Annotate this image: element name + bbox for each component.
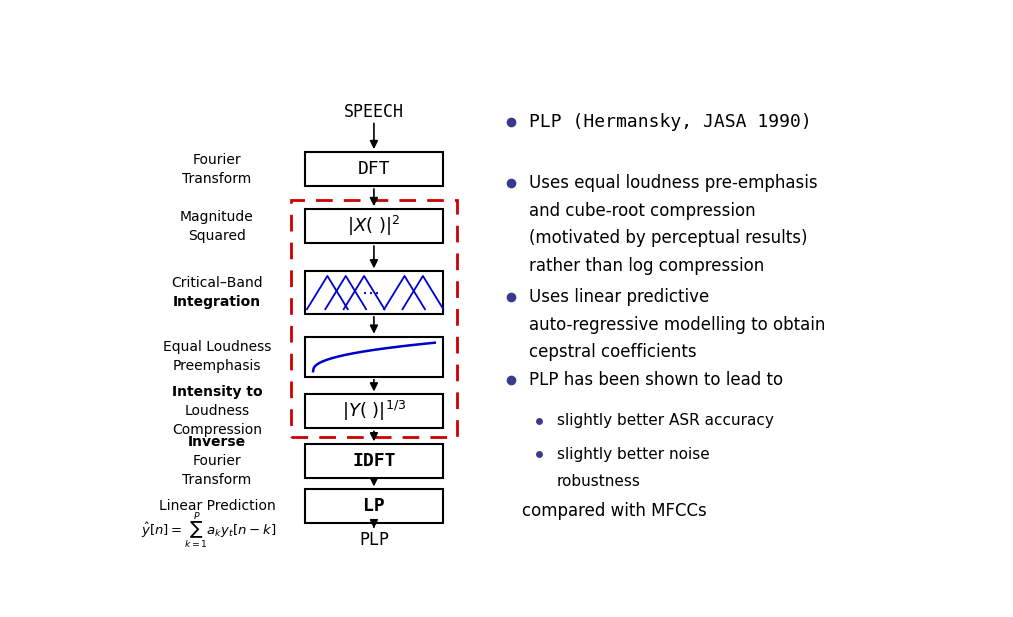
Text: Critical–Band: Critical–Band — [171, 276, 262, 290]
Text: Fourier: Fourier — [192, 454, 241, 468]
Text: Uses linear predictive: Uses linear predictive — [530, 288, 710, 306]
Text: and cube-root compression: and cube-root compression — [530, 202, 756, 220]
Text: Loudness: Loudness — [184, 404, 249, 418]
Text: LP: LP — [363, 497, 385, 515]
Text: Uses equal loudness pre-emphasis: Uses equal loudness pre-emphasis — [530, 175, 817, 193]
Text: IDFT: IDFT — [353, 452, 396, 470]
FancyBboxPatch shape — [305, 444, 443, 478]
FancyBboxPatch shape — [305, 489, 443, 523]
FancyBboxPatch shape — [305, 336, 443, 377]
Text: DFT: DFT — [358, 160, 390, 178]
Text: Transform: Transform — [182, 473, 251, 487]
Text: $\hat{y}[n]=\sum_{k=1}^{P}a_k y_t[n-k]$: $\hat{y}[n]=\sum_{k=1}^{P}a_k y_t[n-k]$ — [142, 511, 277, 552]
Text: Transform: Transform — [182, 172, 251, 186]
Text: Magnitude: Magnitude — [180, 210, 254, 223]
Text: Compression: Compression — [172, 423, 262, 437]
Text: $|Y(\ )|^{1/3}$: $|Y(\ )|^{1/3}$ — [341, 399, 406, 423]
Text: $\cdots$: $\cdots$ — [361, 284, 379, 302]
Text: SPEECH: SPEECH — [344, 103, 404, 121]
FancyBboxPatch shape — [305, 152, 443, 186]
Text: Integration: Integration — [173, 295, 261, 309]
Text: (motivated by perceptual results): (motivated by perceptual results) — [530, 230, 808, 247]
Text: Equal Loudness: Equal Loudness — [163, 340, 271, 354]
Text: slightly better noise: slightly better noise — [557, 447, 709, 462]
FancyBboxPatch shape — [305, 209, 443, 243]
Text: Intensity to: Intensity to — [171, 386, 262, 399]
Text: $|X(\ )|^2$: $|X(\ )|^2$ — [347, 214, 400, 238]
Text: robustness: robustness — [557, 474, 640, 489]
Text: Squared: Squared — [188, 228, 246, 242]
Text: Fourier: Fourier — [192, 152, 241, 167]
Text: auto-regressive modelling to obtain: auto-regressive modelling to obtain — [530, 316, 826, 334]
Text: PLP (Hermansky, JASA 1990): PLP (Hermansky, JASA 1990) — [530, 112, 812, 131]
Text: Preemphasis: Preemphasis — [172, 359, 261, 373]
Text: Inverse: Inverse — [187, 435, 246, 449]
FancyBboxPatch shape — [305, 394, 443, 428]
Text: PLP: PLP — [359, 531, 389, 549]
Text: compared with MFCCs: compared with MFCCs — [522, 502, 706, 520]
Text: PLP has been shown to lead to: PLP has been shown to lead to — [530, 371, 783, 389]
Text: rather than log compression: rather than log compression — [530, 257, 765, 275]
Text: Linear Prediction: Linear Prediction — [158, 499, 276, 513]
FancyBboxPatch shape — [305, 271, 443, 314]
Text: slightly better ASR accuracy: slightly better ASR accuracy — [557, 413, 774, 428]
Text: cepstral coefficients: cepstral coefficients — [530, 344, 697, 362]
